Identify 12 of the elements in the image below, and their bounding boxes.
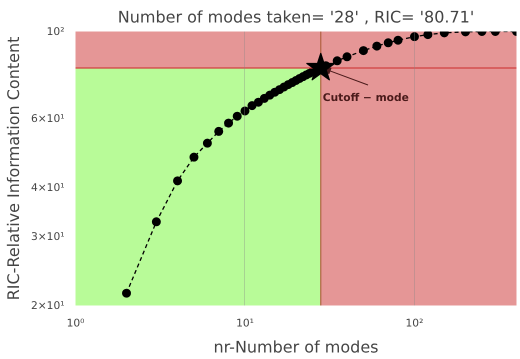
x-tick-label: 10² [406,316,424,330]
x-tick-label: 10¹ [236,316,254,330]
y-axis-title: RIC-Relative Information Content [4,36,23,300]
y-tick-label: 3×10¹ [30,230,65,243]
y-tick-label: 4×10¹ [30,180,65,194]
annotation: Cutoff − mode [322,90,409,104]
y-tick-label: 10² [46,25,65,38]
x-tick-label: 10⁰ [66,316,84,330]
x-axis-title: nr-Number of modes [213,338,379,356]
chart-title: Number of modes taken= '28' , RIC= '80.71' [118,8,474,26]
y-tick-label: 6×10¹ [30,112,65,125]
y-tick-label: 2×10¹ [30,299,65,312]
